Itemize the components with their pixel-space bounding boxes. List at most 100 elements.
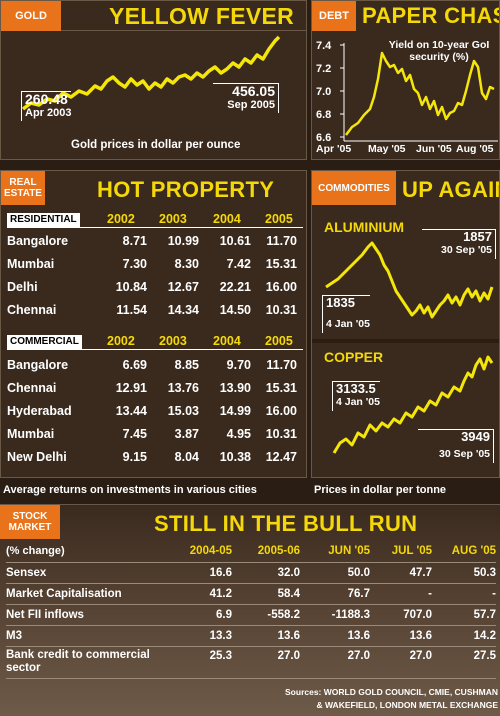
com-year-2005: 2005 (265, 334, 293, 348)
cell-value: 27.5 (473, 649, 496, 662)
cell-value: 707.0 (403, 608, 432, 621)
cell-value: 13.6 (347, 629, 370, 642)
cell-value: 41.2 (209, 587, 232, 600)
cell-value: 7.45 (122, 426, 147, 441)
row-label: Net FII inflows (6, 608, 84, 621)
debt-y-tick-label: 6.8 (316, 109, 331, 121)
copper-end-date: 30 Sep '05 (439, 448, 490, 460)
aluminium-start-value: 1835 (326, 295, 355, 310)
copper-start-date: 4 Jan '05 (336, 396, 380, 408)
aluminium-end-value: 1857 (463, 229, 492, 244)
cell-value: 9.70 (226, 357, 251, 372)
table-row: Bangalore 6.69 8.85 9.70 11.70 (7, 353, 299, 376)
copper-end-callout: 3949 30 Sep '05 (418, 429, 494, 463)
res-year-2003: 2003 (159, 212, 187, 226)
gold-start-date: Apr 2003 (25, 107, 72, 119)
residential-label: RESIDENTIAL (7, 213, 80, 228)
aluminium-start-date: 4 Jan '05 (326, 318, 370, 330)
aluminium-label: ALUMINIUM (324, 219, 405, 235)
cell-value: 12.91 (115, 380, 147, 395)
city-name: Bangalore (7, 357, 69, 372)
cell-value: 58.4 (277, 587, 300, 600)
col-header: 2005-06 (257, 545, 300, 558)
gold-price-line (21, 35, 281, 111)
copper-price-line (332, 355, 494, 454)
city-name: Chennai (7, 302, 57, 317)
cell-value: 14.34 (167, 302, 199, 317)
cell-value: - (428, 587, 432, 600)
debt-y-tick-label: 7.2 (316, 63, 331, 75)
cell-value: 3.87 (174, 426, 199, 441)
cell-value: 7.30 (122, 256, 147, 271)
aluminium-end-date: 30 Sep '05 (441, 244, 492, 256)
row-label: M3 (6, 629, 22, 642)
debt-chart: 7.4 7.2 7.0 6.8 6.6 (316, 40, 498, 144)
table-row: Mumbai 7.45 3.87 4.95 10.31 (7, 422, 299, 445)
city-name: Mumbai (7, 426, 55, 441)
stock-table: (% change) 2004-05 2005-06 JUN '05 JUL '… (6, 541, 496, 679)
aluminium-chart (325, 241, 494, 319)
com-year-2004: 2004 (213, 334, 241, 348)
debt-y-tick-label: 6.6 (316, 132, 331, 144)
debt-xtick-apr: Apr '05 (316, 143, 352, 155)
res-year-2005: 2005 (265, 212, 293, 226)
cell-value: 25.3 (209, 649, 232, 662)
commodities-divider (312, 339, 499, 343)
cell-value: 6.69 (122, 357, 147, 372)
cell-value: 16.00 (265, 403, 297, 418)
real-estate-tag: REAL ESTATE (1, 171, 45, 205)
cell-value: 14.2 (473, 629, 496, 642)
stock-header-row: (% change) 2004-05 2005-06 JUN '05 JUL '… (6, 541, 496, 562)
copper-start-callout: 3133.5 4 Jan '05 (332, 381, 380, 411)
debt-y-tick-label: 7.0 (316, 86, 331, 98)
cell-value: 10.38 (219, 449, 251, 464)
stock-panel: STOCK MARKET STILL IN THE BULL RUN (% ch… (0, 504, 500, 716)
aluminium-start-callout: 1835 4 Jan '05 (322, 295, 370, 333)
row-label: Bank credit to commercial sector (6, 649, 150, 674)
copper-start-value: 3133.5 (336, 381, 376, 396)
cell-value: 13.76 (167, 380, 199, 395)
cell-value: 8.85 (174, 357, 199, 372)
table-row: Chennai 11.54 14.34 14.50 10.31 (7, 298, 299, 321)
cell-value: 15.31 (265, 256, 297, 271)
copper-label: COPPER (324, 349, 384, 365)
gold-caption: Gold prices in dollar per ounce (71, 139, 241, 151)
cell-value: 8.04 (174, 449, 199, 464)
gold-end-callout: 456.05 Sep 2005 (213, 83, 279, 113)
cell-value: 14.99 (219, 403, 251, 418)
col-header: JUN '05 (328, 545, 370, 558)
cell-value: 12.47 (265, 449, 297, 464)
table-row: Bangalore 8.71 10.99 10.61 11.70 (7, 229, 299, 252)
debt-xtick-aug: Aug '05 (456, 143, 494, 155)
city-name: Delhi (7, 279, 38, 294)
cell-value: 13.6 (277, 629, 300, 642)
cell-value: 27.0 (277, 649, 300, 662)
cell-value: 13.6 (409, 629, 432, 642)
cell-value: 76.7 (347, 587, 370, 600)
residential-table: Bangalore 8.71 10.99 10.61 11.70 Mumbai … (7, 229, 299, 321)
debt-panel: DEBT PAPER CHASE Yield on 10-year GoI se… (311, 0, 500, 160)
table-row: Market Capitalisation 41.2 58.4 76.7 - - (6, 583, 496, 604)
commodities-title: UP AGAIN (402, 177, 500, 202)
cell-value: 10.61 (219, 233, 251, 248)
cell-value: 10.84 (115, 279, 147, 294)
city-name: Hyderabad (7, 403, 72, 418)
gold-end-value: 456.05 (232, 83, 275, 99)
cell-value: 11.54 (116, 302, 147, 317)
table-row: Delhi 10.84 12.67 22.21 16.00 (7, 275, 299, 298)
gold-tag: GOLD (1, 1, 61, 31)
cell-value: 27.0 (347, 649, 370, 662)
debt-x-labels: Apr '05 May '05 Jun '05 Aug '05 (316, 143, 499, 157)
real-estate-panel: REAL ESTATE HOT PROPERTY RESIDENTIAL 200… (0, 170, 307, 478)
city-name: Mumbai (7, 256, 55, 271)
table-row: Bank credit to commercial sector 25.3 27… (6, 646, 496, 678)
res-year-2004: 2004 (213, 212, 241, 226)
copper-chart (332, 355, 494, 454)
cell-value: 32.0 (277, 566, 300, 579)
table-row: Chennai 12.91 13.76 13.90 15.31 (7, 376, 299, 399)
cell-value: 57.7 (473, 608, 496, 621)
city-name: Chennai (7, 380, 57, 395)
commercial-label: COMMERCIAL (7, 335, 82, 350)
gold-end-date: Sep 2005 (227, 99, 275, 111)
cell-value: 6.9 (216, 608, 232, 621)
